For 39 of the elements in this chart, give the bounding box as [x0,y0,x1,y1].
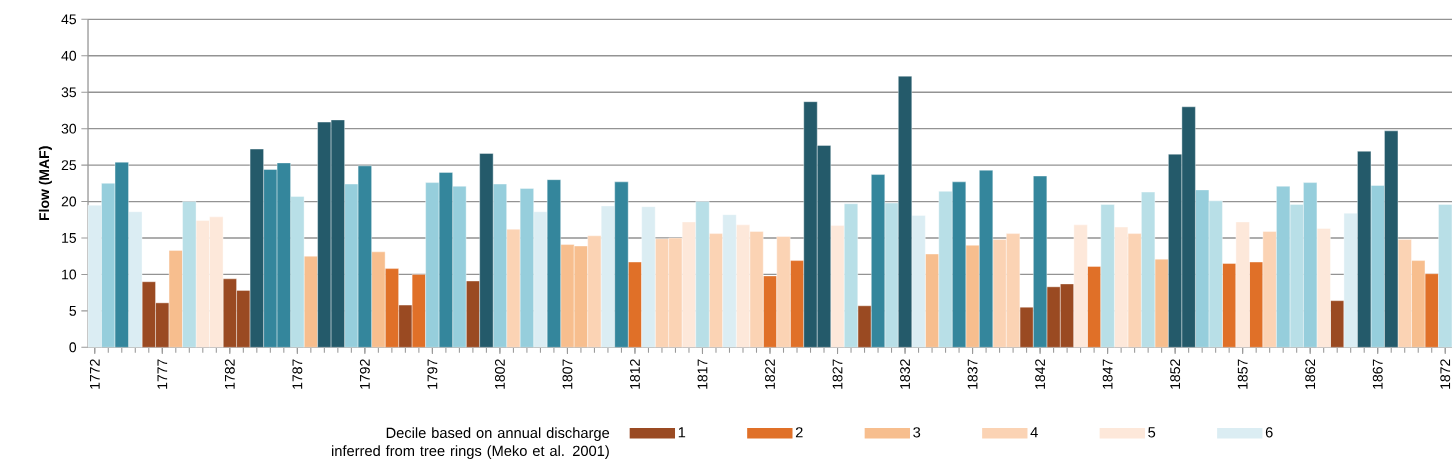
x-tick-label: 1827 [832,359,843,389]
y-tick-label: 30 [61,123,77,134]
x-tick-label: 1782 [224,359,235,389]
y-tick-label: 25 [61,160,77,171]
x-tick-label: 1857 [1237,359,1248,389]
legend-label: 4 [1030,427,1038,438]
legend-label: 6 [1265,427,1273,438]
y-axis-title: Flow (MAF) [38,146,52,221]
x-tick-label: 1812 [630,359,640,389]
y-tick-label: 45 [61,14,77,25]
x-tick-label: 1842 [1035,359,1046,389]
x-tick-label: 1862 [1305,359,1316,389]
x-tick-label: 1787 [292,359,303,389]
y-tick-label: 5 [69,306,77,316]
x-tick-label: 1872 [1440,359,1451,389]
y-tick-label: 20 [61,196,77,207]
y-tick-label: 15 [62,233,77,243]
x-tick-label: 1792 [359,359,370,389]
legend-label: 5 [1148,427,1156,438]
x-tick-label: 1847 [1102,359,1113,389]
x-tick-label: 1797 [427,359,438,389]
y-tick-label: 40 [61,50,77,61]
legend-label: 2 [795,427,803,438]
legend-label: 1 [678,427,686,438]
x-tick-label: 1777 [157,359,168,389]
x-tick-label: 1802 [494,359,505,389]
x-tick-label: 1852 [1170,359,1181,389]
x-tick-label: 1867 [1372,359,1383,389]
x-tick-label: 1817 [697,359,708,389]
legend-label: 3 [913,427,921,438]
legend-title: Decile based on annual discharge inferred from tree rings (Meko et al. 2001) [332,427,610,459]
x-tick-label: 1832 [900,359,911,389]
x-tick-label: 1807 [562,359,573,389]
y-tick-label: 10 [62,269,77,280]
y-tick-label: 35 [61,87,77,98]
x-tick-label: 1837 [967,359,978,389]
x-tick-label: 1772 [89,359,100,389]
y-tick-label: 0 [69,342,77,353]
x-tick-label: 1822 [765,359,775,389]
